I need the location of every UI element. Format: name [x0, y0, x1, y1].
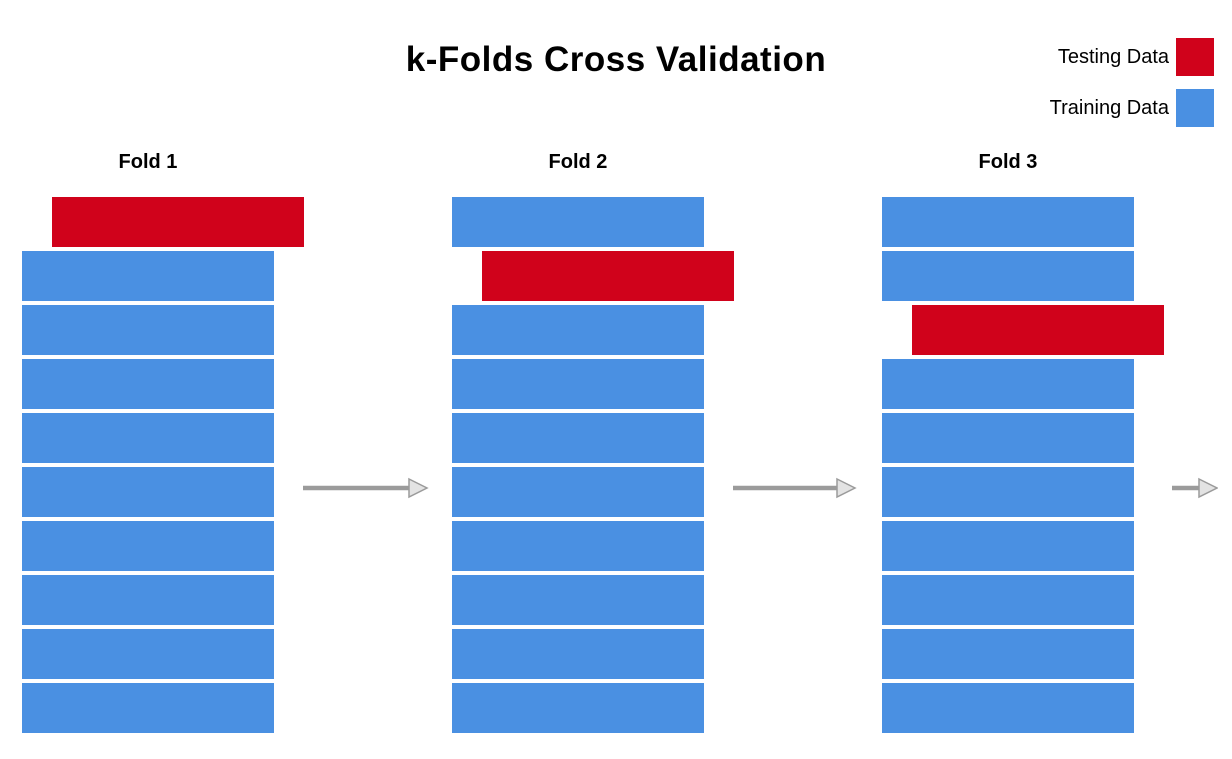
fold-3-segment-1-train-bar [882, 197, 1134, 247]
fold-1-segment-10-train-bar [22, 683, 274, 733]
fold-2-segment-5-train-bar [452, 413, 704, 463]
fold-3-segment-8-train-bar [882, 575, 1134, 625]
fold-3-segment-2-train-bar [882, 251, 1134, 301]
testing-data-swatch [1176, 38, 1214, 76]
fold-2-segment-10-train-bar [452, 683, 704, 733]
fold-3-segment-4-train-bar [882, 359, 1134, 409]
fold-1-segment-1-test-bar [52, 197, 304, 247]
fold-2-segment-1-train-bar [452, 197, 704, 247]
fold-2-segment-3-train-bar [452, 305, 704, 355]
fold-3-segment-3-test-bar [912, 305, 1164, 355]
fold-1-segment-8-train-bar [22, 575, 274, 625]
fold-3-label: Fold 3 [978, 151, 1038, 173]
fold-3-segment-6-train-bar [882, 467, 1134, 517]
legend: Testing Data Training Data [1050, 38, 1214, 127]
fold-2-segment-4-train-bar [452, 359, 704, 409]
fold-2-segment-9-train-bar [452, 629, 704, 679]
arrow-fold2-to-fold3-icon [733, 477, 857, 499]
legend-item-testing: Testing Data [1050, 38, 1214, 76]
arrow-fold3-next-icon [1172, 477, 1218, 499]
arrow-fold1-to-fold2-icon [303, 477, 429, 499]
legend-label-training: Training Data [1049, 96, 1169, 119]
fold-1-segment-2-train-bar [22, 251, 274, 301]
fold-2-segment-7-train-bar [452, 521, 704, 571]
fold-1-label: Fold 1 [118, 151, 178, 173]
fold-2-segment-2-test-bar [482, 251, 734, 301]
fold-1-segment-7-train-bar [22, 521, 274, 571]
legend-label-testing: Testing Data [1057, 45, 1169, 68]
fold-3-segment-5-train-bar [882, 413, 1134, 463]
fold-1-segment-9-train-bar [22, 629, 274, 679]
fold-1-segment-5-train-bar [22, 413, 274, 463]
training-data-swatch [1176, 89, 1214, 127]
fold-1-segment-6-train-bar [22, 467, 274, 517]
diagram-title: k-Folds Cross Validation [405, 40, 827, 79]
fold-1-segment-3-train-bar [22, 305, 274, 355]
fold-2-segment-8-train-bar [452, 575, 704, 625]
fold-3-segment-10-train-bar [882, 683, 1134, 733]
legend-item-training: Training Data [1050, 89, 1214, 127]
fold-3-segment-9-train-bar [882, 629, 1134, 679]
fold-column-3: Fold 3 [882, 0, 1164, 759]
fold-3-segment-7-train-bar [882, 521, 1134, 571]
fold-2-segment-6-train-bar [452, 467, 704, 517]
fold-column-2: Fold 2 [452, 0, 734, 759]
fold-column-1: Fold 1 [22, 0, 304, 759]
fold-2-label: Fold 2 [548, 151, 608, 173]
fold-1-segment-4-train-bar [22, 359, 274, 409]
